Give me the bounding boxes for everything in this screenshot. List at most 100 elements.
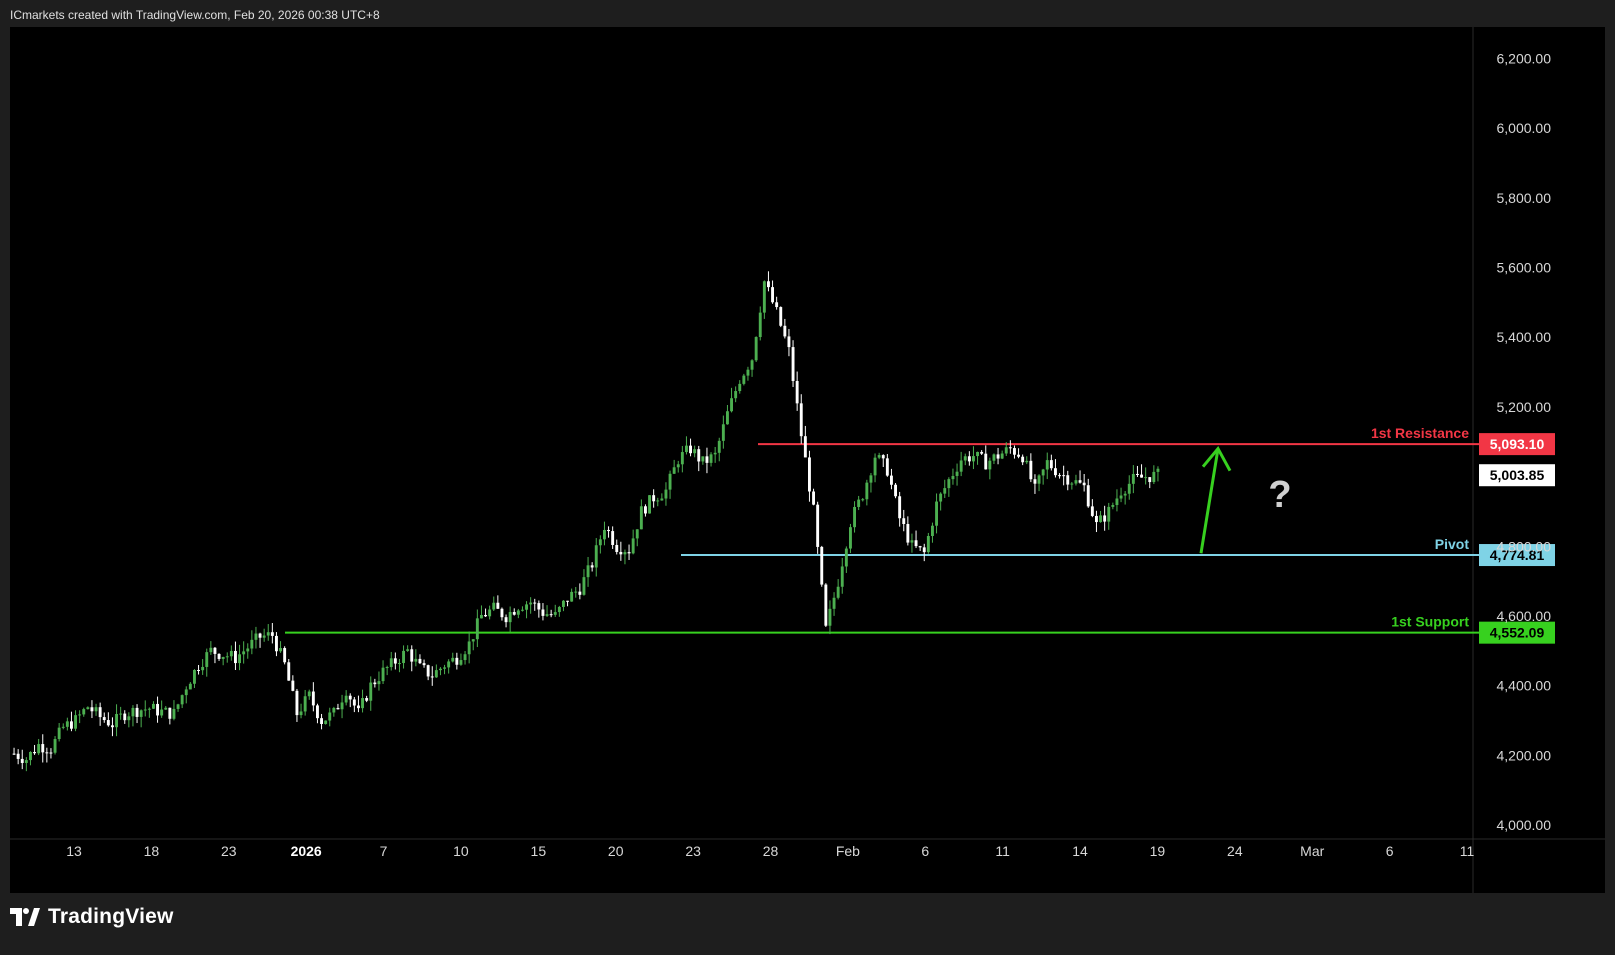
candle-body — [324, 720, 328, 724]
candle-body — [664, 489, 668, 499]
candle-body — [623, 552, 627, 555]
candle-body — [586, 565, 590, 578]
candle-body — [496, 602, 500, 609]
candle-body — [1013, 448, 1016, 455]
candle-body — [328, 712, 332, 721]
level-price-badge-text: 4,774.81 — [1490, 547, 1545, 563]
grid-layer — [10, 27, 1605, 893]
candle-body — [676, 464, 680, 468]
candle-body — [898, 496, 902, 519]
candle-body — [574, 591, 578, 593]
candle-body — [254, 633, 258, 640]
chart-area[interactable]: 1st Resistance 5,093.10 Pivot 4,774.81 1st S… — [10, 27, 1605, 893]
candle-body — [373, 682, 377, 685]
candle-body — [1086, 485, 1090, 507]
candle-body — [160, 709, 164, 716]
candle-body — [270, 632, 274, 636]
candle-body — [70, 721, 73, 729]
candle-body — [656, 500, 660, 502]
time-tick-label: 7 — [380, 843, 388, 859]
price-chart[interactable]: 1st Resistance 5,093.10 Pivot 4,774.81 1st S… — [10, 27, 1605, 893]
candle-body — [102, 717, 106, 721]
candle-body — [467, 641, 471, 655]
candle-body — [258, 633, 262, 638]
candle-body — [533, 602, 537, 604]
candle-body — [504, 617, 508, 623]
candle-body — [861, 499, 865, 501]
candle-body — [1054, 468, 1057, 476]
candle-body — [283, 648, 287, 663]
candle-body — [94, 707, 98, 712]
candle-body — [680, 452, 684, 465]
candle-body — [955, 471, 959, 476]
level-price-badge-text: 4,552.09 — [1490, 625, 1545, 641]
candle-body — [234, 650, 237, 664]
candles-layer — [12, 271, 1160, 772]
candle-body — [820, 546, 824, 585]
candle-body — [65, 721, 69, 727]
candle-body — [1021, 456, 1025, 463]
candle-body — [492, 602, 496, 610]
candle-body — [976, 451, 979, 457]
candle-body — [193, 669, 196, 684]
candle-body — [701, 456, 705, 462]
candle-body — [209, 647, 213, 653]
candle-body — [184, 689, 188, 696]
candle-body — [697, 449, 701, 462]
candle-body — [521, 609, 524, 611]
candle-body — [279, 648, 282, 652]
candle-body — [582, 577, 586, 595]
candle-body — [1045, 460, 1049, 470]
candle-body — [143, 709, 147, 711]
level-label: 1st Support — [1391, 614, 1469, 630]
candle-body — [205, 652, 209, 667]
level-label: 1st Resistance — [1371, 425, 1469, 441]
candle-body — [197, 669, 200, 671]
price-tick-label: 4,600.00 — [1497, 608, 1552, 624]
candle-body — [635, 529, 639, 539]
candle-body — [246, 648, 250, 652]
candle-body — [49, 752, 53, 754]
candle-body — [406, 649, 410, 651]
candle-body — [787, 336, 791, 348]
question-mark-annotation: ? — [1268, 474, 1291, 516]
candle-body — [1062, 475, 1066, 477]
candle-body — [414, 658, 418, 662]
candle-body — [119, 713, 123, 715]
candle-body — [1119, 495, 1123, 499]
candle-body — [594, 545, 598, 568]
candle-body — [385, 667, 389, 669]
candle-body — [1103, 515, 1107, 522]
candle-body — [156, 703, 159, 716]
candle-body — [168, 707, 172, 719]
candle-body — [41, 744, 45, 753]
candle-body — [90, 707, 94, 712]
candle-body — [541, 609, 545, 616]
time-tick-label: 18 — [144, 843, 160, 859]
candle-body — [1140, 474, 1143, 478]
candle-body — [74, 715, 77, 729]
candle-body — [1058, 475, 1061, 477]
candle-body — [939, 493, 943, 502]
candle-body — [1099, 515, 1102, 523]
tradingview-logo-icon — [10, 908, 40, 926]
candle-body — [767, 281, 770, 288]
candle-body — [1152, 471, 1156, 483]
candle-body — [1025, 460, 1029, 463]
candle-body — [836, 586, 840, 598]
candle-body — [480, 614, 483, 619]
candle-body — [672, 467, 676, 474]
time-tick-label: 6 — [1386, 843, 1394, 859]
candle-body — [873, 457, 877, 476]
candle-body — [812, 491, 815, 505]
candle-body — [1033, 479, 1037, 484]
candle-body — [1095, 515, 1098, 523]
candle-body — [1136, 473, 1139, 475]
candle-body — [619, 551, 623, 555]
candle-body — [275, 635, 278, 652]
candle-body — [82, 709, 86, 715]
candle-body — [734, 391, 738, 399]
candle-body — [24, 760, 28, 763]
candle-body — [816, 504, 820, 547]
candle-body — [828, 608, 832, 626]
